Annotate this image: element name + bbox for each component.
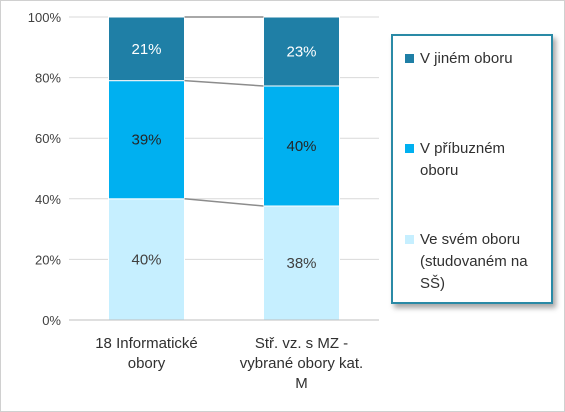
legend-label-jiny-obor: V jiném oboru	[420, 48, 513, 70]
y-tick-label: 0%	[42, 313, 61, 328]
data-label: 40%	[131, 251, 161, 268]
legend-item-svuj-obor: Ve svém oboru (studovaném na SŠ)	[405, 229, 550, 295]
legend-label-svuj-obor: Ve svém oboru (studovaném na SŠ)	[420, 229, 528, 295]
legend: V jiném oboru V příbuzném oboru Ve svém …	[391, 34, 553, 304]
x-category-label: Stř. vz. s MZ -	[255, 335, 348, 352]
y-tick-label: 80%	[35, 71, 61, 86]
y-tick-label: 20%	[35, 252, 61, 267]
legend-line: SŠ)	[420, 275, 446, 292]
legend-line: V jiném oboru	[420, 50, 513, 67]
legend-line: Ve svém oboru	[420, 231, 521, 248]
legend-item-jiny-obor: V jiném oboru	[405, 48, 550, 70]
data-label: 23%	[286, 44, 316, 61]
x-category-label: M	[295, 375, 308, 392]
bar-segment	[108, 80, 185, 200]
bar-segment	[108, 16, 185, 82]
legend-swatch-pribuzny-obor	[405, 144, 414, 153]
legend-swatch-jiny-obor	[405, 54, 414, 63]
series-line	[184, 79, 264, 87]
x-category-label: 18 Informatické	[95, 335, 198, 352]
data-label: 40%	[286, 138, 316, 155]
data-label: 21%	[131, 41, 161, 58]
x-category-label: vybrané obory kat.	[240, 355, 363, 372]
data-label: 38%	[286, 255, 316, 272]
series-line	[184, 198, 264, 207]
legend-swatch-svuj-obor	[405, 235, 414, 244]
bar-segment	[263, 16, 340, 87]
legend-line: (studovaném na	[420, 253, 528, 270]
x-category-label: obory	[128, 355, 166, 372]
y-tick-label: 40%	[35, 192, 61, 207]
legend-item-pribuzny-obor: V příbuzném oboru	[405, 138, 550, 182]
legend-label-pribuzny-obor: V příbuzném oboru	[420, 138, 505, 182]
y-tick-label: 100%	[28, 10, 62, 25]
data-label: 39%	[131, 132, 161, 149]
legend-line: V příbuzném	[420, 140, 506, 157]
bar-segment	[108, 198, 185, 321]
legend-line: oboru	[420, 162, 459, 179]
bar-segment	[263, 85, 340, 207]
y-tick-label: 60%	[35, 131, 61, 146]
